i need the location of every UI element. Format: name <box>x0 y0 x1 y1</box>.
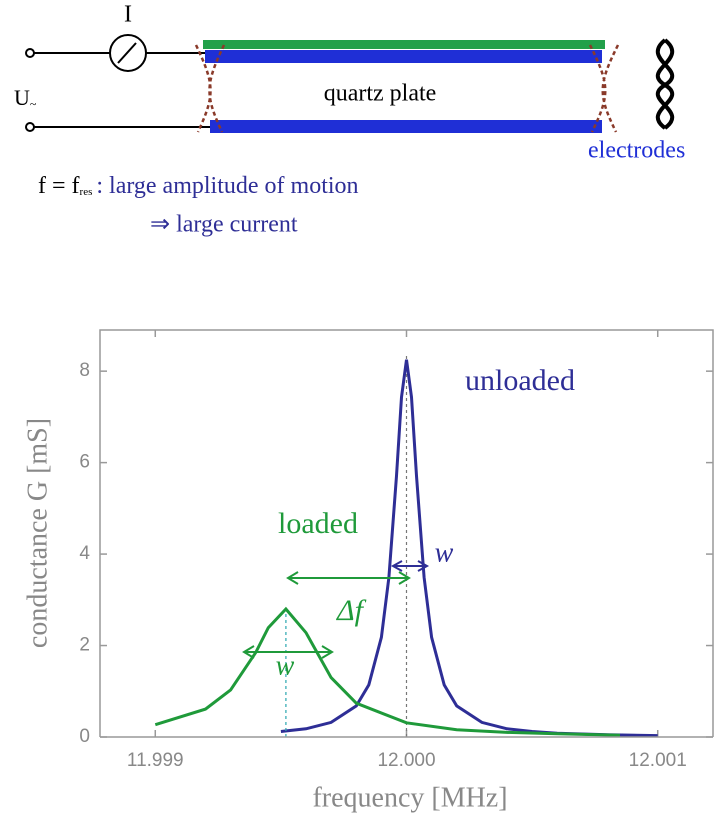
voltage-sub: ~ <box>30 97 37 111</box>
condition-sub: res <box>80 186 93 198</box>
y-axis-label: conductance G [mS] <box>22 418 53 648</box>
voltage-symbol: U <box>14 85 30 110</box>
x-tick-label: 12.000 <box>377 750 435 771</box>
arrows <box>242 560 430 659</box>
condition-text: : large amplitude of motion <box>96 173 358 199</box>
x-tick-label: 12.001 <box>629 750 687 771</box>
x-tick-label: 11.999 <box>127 750 184 771</box>
plot: 0 2 4 6 8 11.999 12.000 12.001 <box>79 330 713 771</box>
y-tick-label: 4 <box>79 543 90 564</box>
annotation: w <box>276 650 295 681</box>
condition-f: f = f <box>38 173 80 199</box>
annotation: w <box>435 537 454 568</box>
top-surface <box>203 40 605 49</box>
arrow-heads <box>242 645 334 659</box>
y-tick-label: 0 <box>79 726 90 747</box>
arrow-heads <box>390 560 430 572</box>
y-tick-label: 2 <box>79 635 90 656</box>
terminal <box>25 48 35 58</box>
arrow-heads <box>286 571 411 585</box>
annotation: loaded <box>278 507 358 540</box>
frame <box>99 329 714 737</box>
mode-shape <box>655 38 675 130</box>
circuit <box>25 34 675 132</box>
y-tick-label: 6 <box>79 452 90 473</box>
series-line <box>154 606 621 737</box>
annotation: unloaded <box>465 364 575 397</box>
plate-label: quartz plate <box>324 81 437 107</box>
consequence: ⇒ large current <box>150 212 298 238</box>
y-tick-label: 8 <box>79 360 90 381</box>
annotation: Δf <box>336 594 367 627</box>
ammeter-needle <box>117 42 137 64</box>
electrode <box>205 50 602 63</box>
electrode-label: electrodes <box>588 138 685 164</box>
condition: f = fres: large amplitude of motion <box>38 173 359 199</box>
series-line <box>280 359 658 738</box>
x-axis-label: frequency [MHz] <box>312 782 507 813</box>
terminal <box>25 122 35 132</box>
current-label: I <box>124 2 132 28</box>
voltage-label: U~ <box>14 85 37 111</box>
electrode <box>210 120 602 133</box>
